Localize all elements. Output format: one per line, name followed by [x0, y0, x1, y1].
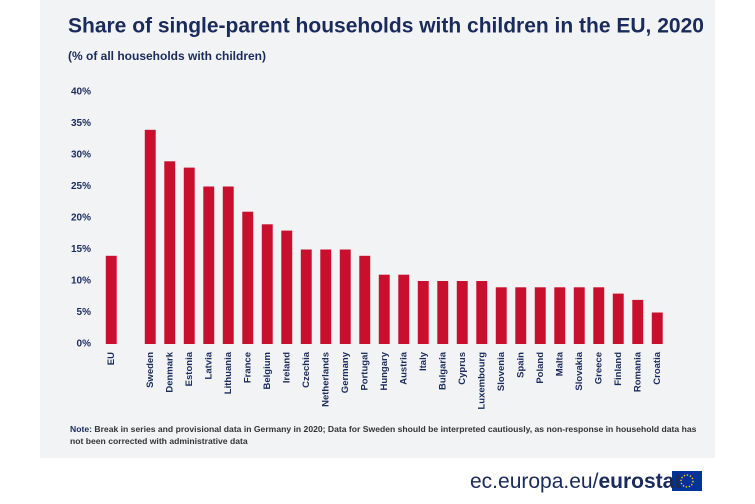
bar	[144, 129, 156, 344]
y-tick-label: 40%	[71, 87, 91, 98]
x-tick-label: Denmark	[164, 351, 175, 392]
y-tick-label: 25%	[71, 181, 91, 192]
bar	[593, 287, 605, 344]
bar	[203, 186, 215, 344]
x-tick-label: Cyprus	[457, 352, 468, 385]
x-tick-label: Netherlands	[320, 352, 331, 407]
bar	[339, 249, 351, 344]
bar	[476, 281, 488, 344]
bar	[437, 281, 449, 344]
panel	[40, 0, 715, 458]
bar	[242, 211, 254, 344]
y-tick-label: 20%	[71, 213, 91, 224]
x-tick-label: Malta	[554, 351, 565, 376]
bar	[320, 249, 332, 344]
bar	[651, 312, 663, 344]
x-tick-label: Italy	[418, 351, 429, 371]
bar	[222, 186, 234, 344]
x-tick-label: Estonia	[184, 351, 195, 386]
bar	[105, 255, 117, 344]
x-tick-label: Slovenia	[496, 351, 507, 391]
y-tick-label: 10%	[71, 276, 91, 287]
x-tick-label: Germany	[340, 351, 351, 393]
y-tick-label: 5%	[77, 307, 92, 318]
bar	[261, 224, 273, 344]
x-tick-label: Poland	[535, 352, 546, 384]
y-tick-label: 15%	[71, 244, 91, 255]
footer-site: ec.europa.eu/	[470, 470, 599, 493]
y-tick-label: 30%	[71, 150, 91, 161]
x-tick-label: Romania	[632, 351, 643, 392]
bar	[554, 287, 566, 344]
x-tick-label: Spain	[515, 352, 526, 378]
bar	[300, 249, 312, 344]
x-tick-label: Greece	[593, 352, 604, 384]
note-label: Note:	[70, 424, 92, 434]
x-tick-label: France	[242, 352, 253, 383]
x-tick-label: EU	[106, 352, 117, 365]
x-tick-label: Sweden	[145, 352, 156, 388]
y-tick-label: 35%	[71, 118, 91, 129]
x-tick-label: Latvia	[203, 351, 214, 379]
chart-title: Share of single-parent households with c…	[68, 15, 704, 38]
footer-brand: eurostat	[598, 470, 682, 493]
footer: ec.europa.eu/eurostat	[470, 470, 681, 494]
bar	[398, 274, 410, 344]
x-tick-label: Hungary	[379, 351, 390, 390]
x-tick-label: Bulgaria	[437, 351, 448, 390]
x-tick-label: Lithuania	[223, 351, 234, 394]
note-text: Break in series and provisional data in …	[70, 424, 697, 446]
bar	[456, 281, 468, 344]
bar	[281, 230, 293, 344]
bar	[632, 299, 644, 344]
x-tick-label: Czechia	[301, 351, 312, 388]
bar	[378, 274, 390, 344]
bar	[612, 293, 624, 344]
y-tick-label: 0%	[77, 339, 92, 350]
bar	[183, 167, 195, 344]
x-tick-label: Croatia	[652, 351, 663, 384]
bar	[573, 287, 585, 344]
note: Note: Break in series and provisional da…	[70, 423, 700, 447]
bar	[359, 255, 371, 344]
bar	[417, 281, 429, 344]
bar	[534, 287, 546, 344]
x-tick-label: Austria	[398, 351, 409, 384]
bar	[515, 287, 527, 344]
bar	[495, 287, 507, 344]
x-tick-label: Ireland	[281, 352, 292, 383]
x-tick-label: Finland	[613, 352, 624, 386]
bar	[164, 161, 176, 344]
eu-flag	[672, 471, 702, 491]
x-tick-label: Portugal	[359, 352, 370, 391]
x-tick-label: Belgium	[262, 352, 273, 389]
x-tick-label: Luxembourg	[476, 352, 487, 410]
x-tick-label: Slovakia	[574, 351, 585, 390]
chart-subtitle: (% of all households with children)	[68, 49, 266, 63]
